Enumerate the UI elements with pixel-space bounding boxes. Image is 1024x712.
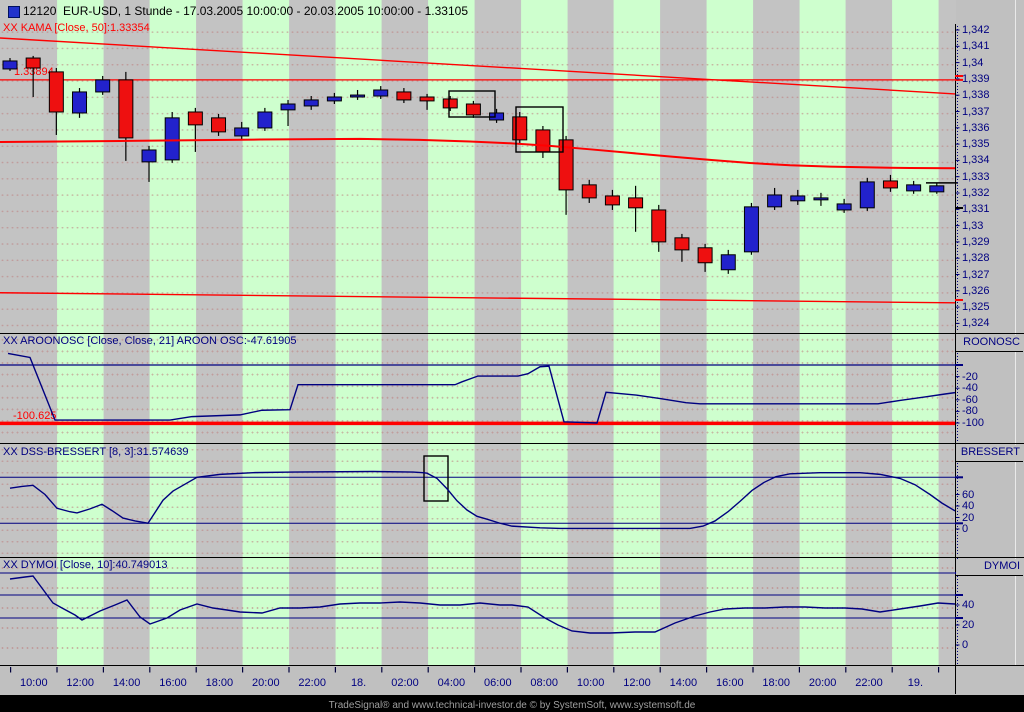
footer-bar: TradeSignal® and www.technical-investor.… [0, 695, 1024, 712]
aroonosc-line[interactable] [7, 352, 956, 424]
time-axis-row[interactable] [0, 666, 1024, 695]
dymoi-line[interactable] [9, 575, 956, 634]
dymoi-indicator-label[interactable]: XX DYMOI [Close, 10]:40.749013 [3, 559, 168, 571]
aroonosc-pane[interactable] [0, 352, 956, 426]
dymoi-axis-name-box: DYMOI [956, 559, 1023, 576]
dss-line[interactable] [9, 470, 956, 530]
chart-title: 12120 EUR-USD, 1 Stunde - 17.03.2005 10:… [23, 4, 468, 18]
kama-indicator-label[interactable]: XX KAMA [Close, 50]:1.33354 [3, 22, 150, 34]
aroon-axis-name-box: ROONOSC [956, 335, 1023, 352]
chart-plot[interactable] [0, 0, 1024, 695]
dymoi-pane[interactable] [0, 572, 956, 634]
footer-text: TradeSignal® and www.technical-investor.… [328, 700, 696, 711]
chart-window-icon [8, 6, 20, 18]
dss-axis-name-box: BRESSERT [956, 445, 1023, 462]
price-pane-overlays [0, 37, 956, 304]
dss-pane[interactable] [0, 455, 956, 530]
dss-indicator-label[interactable]: XX DSS-BRESSERT [8, 3]:31.574639 [3, 446, 189, 458]
aroonosc-indicator-label[interactable]: XX AROONOSC [Close, Close, 21] AROON OSC… [3, 335, 297, 347]
